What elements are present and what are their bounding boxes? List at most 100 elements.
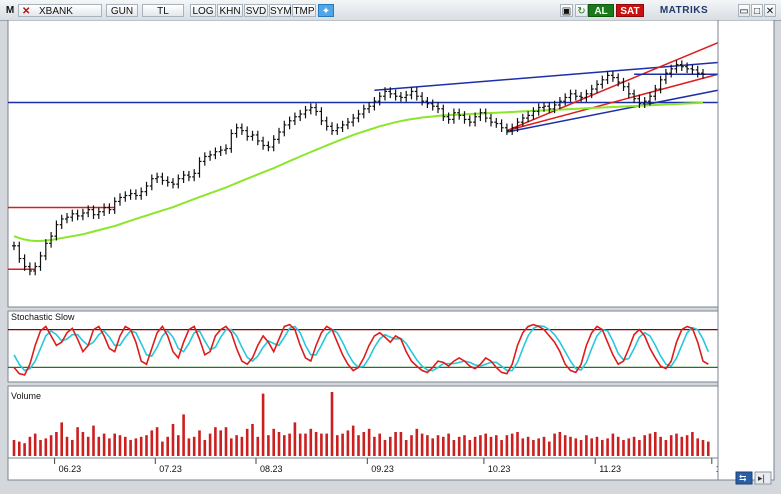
- close-symbol-icon[interactable]: ✕: [22, 6, 31, 17]
- volume-bar: [277, 432, 281, 456]
- volume-bar: [177, 435, 180, 456]
- volume-bar: [304, 433, 307, 456]
- buy-button[interactable]: AL: [588, 4, 614, 17]
- volume-bar: [643, 435, 646, 456]
- sync-icon[interactable]: [735, 471, 753, 485]
- symbol-selector[interactable]: ✕ XBANK: [18, 4, 102, 17]
- refresh-icon[interactable]: ↻: [575, 4, 588, 17]
- maximize-icon[interactable]: □: [751, 4, 763, 17]
- tmp-button[interactable]: TMP: [292, 4, 316, 17]
- sync-icon-glyph: ⇆: [739, 473, 747, 483]
- volume-bar: [495, 435, 498, 456]
- volume-bar: [288, 433, 291, 456]
- volume-bar: [161, 441, 164, 456]
- volume-bar: [373, 436, 376, 456]
- matriks-logo: MATRIKS: [659, 5, 709, 16]
- volume-bar: [171, 424, 175, 456]
- volume-bar: [129, 440, 132, 456]
- sym-button[interactable]: SYM: [269, 4, 292, 17]
- volume-bar: [638, 440, 641, 456]
- currency-button[interactable]: TL: [142, 4, 184, 17]
- volume-bar: [553, 433, 556, 456]
- volume-bar: [330, 392, 334, 456]
- volume-bar: [76, 427, 79, 456]
- volume-bar: [235, 435, 238, 456]
- volume-bar: [39, 440, 42, 456]
- date-tick-label: 10.23: [488, 464, 511, 474]
- price-panel[interactable]: [7, 20, 719, 308]
- volume-bar: [267, 435, 270, 456]
- scroll-end-icon[interactable]: [754, 471, 772, 485]
- log-button[interactable]: LOG: [190, 4, 216, 17]
- close-icon[interactable]: ✕: [764, 4, 776, 17]
- volume-bar: [155, 427, 159, 456]
- volume-bar: [28, 436, 32, 456]
- volume-bar: [452, 440, 456, 456]
- chart-area[interactable]: 11000.10000.9000.8000.7000.6000.5000.400…: [0, 20, 781, 494]
- volume-bar: [309, 428, 313, 456]
- volume-bar: [134, 438, 138, 456]
- scroll-end-glyph: ▸|: [758, 473, 765, 483]
- volume-bar: [346, 430, 350, 456]
- volume-bar: [685, 435, 689, 456]
- ma-line: [13, 101, 704, 242]
- sell-button[interactable]: SAT: [616, 4, 644, 17]
- volume-bar: [505, 435, 509, 456]
- volume-bar: [410, 435, 413, 456]
- volume-bar: [198, 430, 201, 456]
- volume-bar: [92, 425, 95, 456]
- period-button[interactable]: GUN: [106, 4, 138, 17]
- volume-bar: [341, 433, 344, 456]
- volume-bar: [579, 440, 583, 456]
- right-axis-frame: [717, 20, 775, 481]
- volume-bar: [664, 440, 668, 456]
- volume-bar: [632, 436, 636, 456]
- volume-bar: [203, 440, 207, 456]
- volume-bar: [314, 432, 318, 456]
- stochastic-label: Stochastic Slow: [11, 312, 75, 322]
- red-channel-lower: [506, 73, 719, 132]
- m-label: M: [5, 5, 15, 16]
- volume-bar: [261, 393, 265, 456]
- volume-bar: [404, 440, 408, 456]
- volume-bar: [336, 435, 339, 456]
- volume-bar: [325, 433, 328, 456]
- volume-bar: [627, 438, 631, 456]
- volume-bar: [590, 438, 593, 456]
- volume-bar: [49, 435, 53, 456]
- volume-bar: [298, 433, 302, 456]
- khn-button[interactable]: KHN: [217, 4, 243, 17]
- volume-bar: [65, 436, 69, 456]
- twitter-icon[interactable]: ✦: [318, 4, 334, 17]
- svd-button[interactable]: SVD: [244, 4, 268, 17]
- copy-icon[interactable]: ▣: [560, 4, 573, 17]
- volume-bar: [616, 436, 620, 456]
- volume-bar: [521, 438, 525, 456]
- volume-bar: [33, 433, 37, 456]
- volume-bar: [124, 436, 127, 456]
- volume-bar: [420, 433, 424, 456]
- volume-bar: [272, 428, 275, 456]
- toolbar: M ✕ XBANK GUN TL LOG KHN SVD SYM TMP ✦ ▣…: [0, 0, 781, 21]
- volume-bar: [558, 432, 562, 456]
- volume-bar: [542, 436, 546, 456]
- symbol-label: XBANK: [39, 6, 73, 17]
- stochastic-panel[interactable]: [7, 310, 719, 383]
- minimize-icon[interactable]: ▭: [738, 4, 750, 17]
- volume-bar: [320, 433, 323, 456]
- volume-bar: [500, 440, 503, 456]
- date-tick-label: 08.23: [260, 464, 283, 474]
- volume-bar: [214, 427, 217, 456]
- volume-bar: [293, 422, 297, 456]
- volume-bar: [399, 432, 403, 456]
- volume-bar: [691, 432, 694, 456]
- volume-bar: [537, 438, 540, 456]
- date-tick-label: 11.23: [599, 464, 621, 474]
- volume-bar: [457, 436, 461, 456]
- volume-bar: [97, 436, 101, 456]
- volume-bar: [245, 428, 249, 456]
- volume-bar: [251, 424, 254, 456]
- volume-bar: [86, 436, 90, 456]
- moving-average-line: [13, 101, 704, 242]
- volume-bar: [208, 433, 212, 456]
